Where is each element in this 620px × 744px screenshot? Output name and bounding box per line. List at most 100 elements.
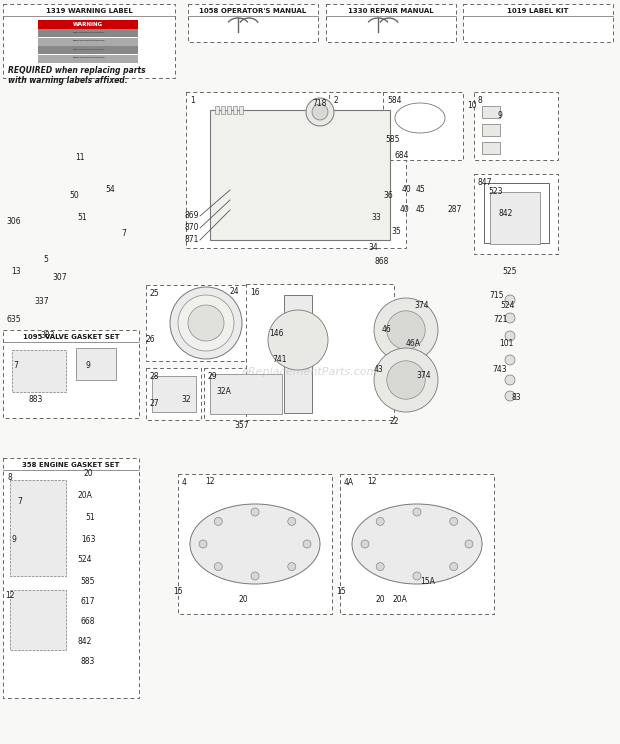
Text: 25: 25 <box>150 289 159 298</box>
Bar <box>204 368 286 420</box>
Bar <box>474 174 558 254</box>
Text: 374: 374 <box>415 301 429 310</box>
Bar <box>3 4 175 78</box>
Bar <box>326 4 456 42</box>
Text: 9: 9 <box>12 536 17 545</box>
Text: 40: 40 <box>399 205 409 214</box>
Text: eReplacementParts.com: eReplacementParts.com <box>242 367 378 377</box>
Text: 1058 OPERATOR'S MANUAL: 1058 OPERATOR'S MANUAL <box>200 8 306 14</box>
Text: 584: 584 <box>387 96 402 105</box>
Text: 12: 12 <box>5 591 15 600</box>
Bar <box>329 92 384 132</box>
Text: 358 ENGINE GASKET SET: 358 ENGINE GASKET SET <box>22 462 120 468</box>
Text: 11: 11 <box>75 153 85 162</box>
Text: ─────────────: ───────────── <box>72 57 104 60</box>
Bar <box>146 368 201 420</box>
Bar <box>210 374 282 414</box>
Circle shape <box>251 508 259 516</box>
Text: 1330 REPAIR MANUAL: 1330 REPAIR MANUAL <box>348 8 434 14</box>
Text: 1319 WARNING LABEL: 1319 WARNING LABEL <box>46 8 133 14</box>
Text: 20: 20 <box>375 595 385 604</box>
Circle shape <box>268 310 328 370</box>
Ellipse shape <box>352 504 482 584</box>
Text: 1095 VALVE GASKET SET: 1095 VALVE GASKET SET <box>23 334 119 340</box>
Text: 842: 842 <box>78 638 92 647</box>
Text: 46A: 46A <box>405 339 420 348</box>
Circle shape <box>505 355 515 365</box>
Bar <box>221 106 225 114</box>
Text: ─────────────: ───────────── <box>72 39 104 43</box>
Bar <box>482 106 500 118</box>
Bar <box>3 330 139 418</box>
Circle shape <box>505 375 515 385</box>
Text: 32A: 32A <box>216 388 231 397</box>
Text: 54: 54 <box>105 185 115 194</box>
Text: 32: 32 <box>181 396 191 405</box>
Bar <box>239 106 243 114</box>
Bar <box>482 124 500 136</box>
Text: 51: 51 <box>85 513 95 522</box>
Bar <box>38 46 138 54</box>
Bar <box>10 590 66 650</box>
Text: ─────────────: ───────────── <box>72 48 104 52</box>
Bar <box>484 183 549 243</box>
Circle shape <box>215 562 222 571</box>
Bar <box>284 295 312 413</box>
Text: 635: 635 <box>7 315 21 324</box>
Text: 2: 2 <box>333 96 338 105</box>
Circle shape <box>199 540 207 548</box>
Circle shape <box>188 305 224 341</box>
Circle shape <box>170 287 242 359</box>
Text: 7: 7 <box>17 498 22 507</box>
Text: 12: 12 <box>205 478 215 487</box>
Text: 51: 51 <box>77 214 87 222</box>
Text: 374: 374 <box>417 371 432 380</box>
Circle shape <box>288 517 296 525</box>
Bar <box>186 92 406 248</box>
Text: 20A: 20A <box>78 492 92 501</box>
Text: 24: 24 <box>229 287 239 297</box>
Text: 35: 35 <box>391 228 401 237</box>
Bar <box>463 4 613 42</box>
Text: 883: 883 <box>81 658 95 667</box>
Circle shape <box>376 517 384 525</box>
Text: 28: 28 <box>150 372 159 381</box>
Bar <box>383 92 463 160</box>
Circle shape <box>288 562 296 571</box>
Bar <box>215 106 219 114</box>
Circle shape <box>450 517 458 525</box>
Text: 22: 22 <box>389 417 399 426</box>
Text: 45: 45 <box>415 205 425 214</box>
Text: 7: 7 <box>14 362 19 371</box>
Bar <box>12 350 66 392</box>
Circle shape <box>505 331 515 341</box>
Text: 871: 871 <box>185 236 199 245</box>
Circle shape <box>505 391 515 401</box>
Bar <box>76 348 116 380</box>
Text: 842: 842 <box>499 210 513 219</box>
Bar <box>3 458 139 698</box>
Text: 715: 715 <box>490 292 504 301</box>
Circle shape <box>303 540 311 548</box>
Bar <box>246 284 394 420</box>
Text: 287: 287 <box>448 205 462 214</box>
Text: 15A: 15A <box>420 577 435 586</box>
Text: 847: 847 <box>478 178 492 187</box>
Bar <box>38 37 138 45</box>
Text: 306: 306 <box>7 217 21 226</box>
Bar <box>10 480 66 576</box>
Text: 4A: 4A <box>344 478 354 487</box>
Text: 718: 718 <box>313 100 327 109</box>
Text: 870: 870 <box>185 223 199 232</box>
Text: 883: 883 <box>29 396 43 405</box>
Text: 7: 7 <box>122 229 126 239</box>
Text: 9: 9 <box>498 112 502 121</box>
Text: 868: 868 <box>375 257 389 266</box>
Bar <box>474 92 558 160</box>
Text: 383: 383 <box>41 332 55 341</box>
Text: 29: 29 <box>208 372 218 381</box>
Text: 20: 20 <box>83 469 93 478</box>
Text: 33: 33 <box>371 214 381 222</box>
Text: 16: 16 <box>250 288 260 297</box>
Text: 524: 524 <box>501 301 515 310</box>
